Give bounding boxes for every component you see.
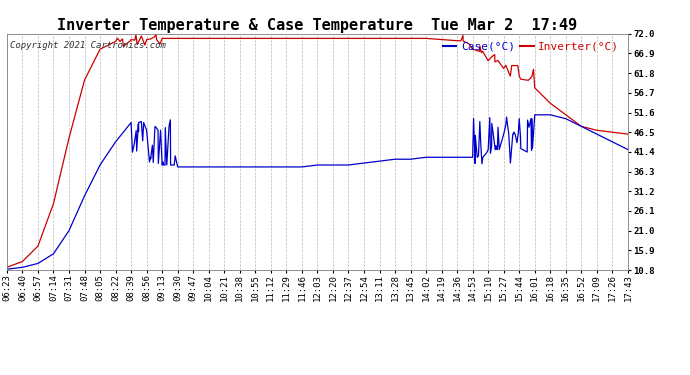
Text: Copyright 2021 Cartronics.com: Copyright 2021 Cartronics.com <box>10 41 166 50</box>
Legend: Case(°C), Inverter(°C): Case(°C), Inverter(°C) <box>443 42 619 52</box>
Title: Inverter Temperature & Case Temperature  Tue Mar 2  17:49: Inverter Temperature & Case Temperature … <box>57 18 578 33</box>
